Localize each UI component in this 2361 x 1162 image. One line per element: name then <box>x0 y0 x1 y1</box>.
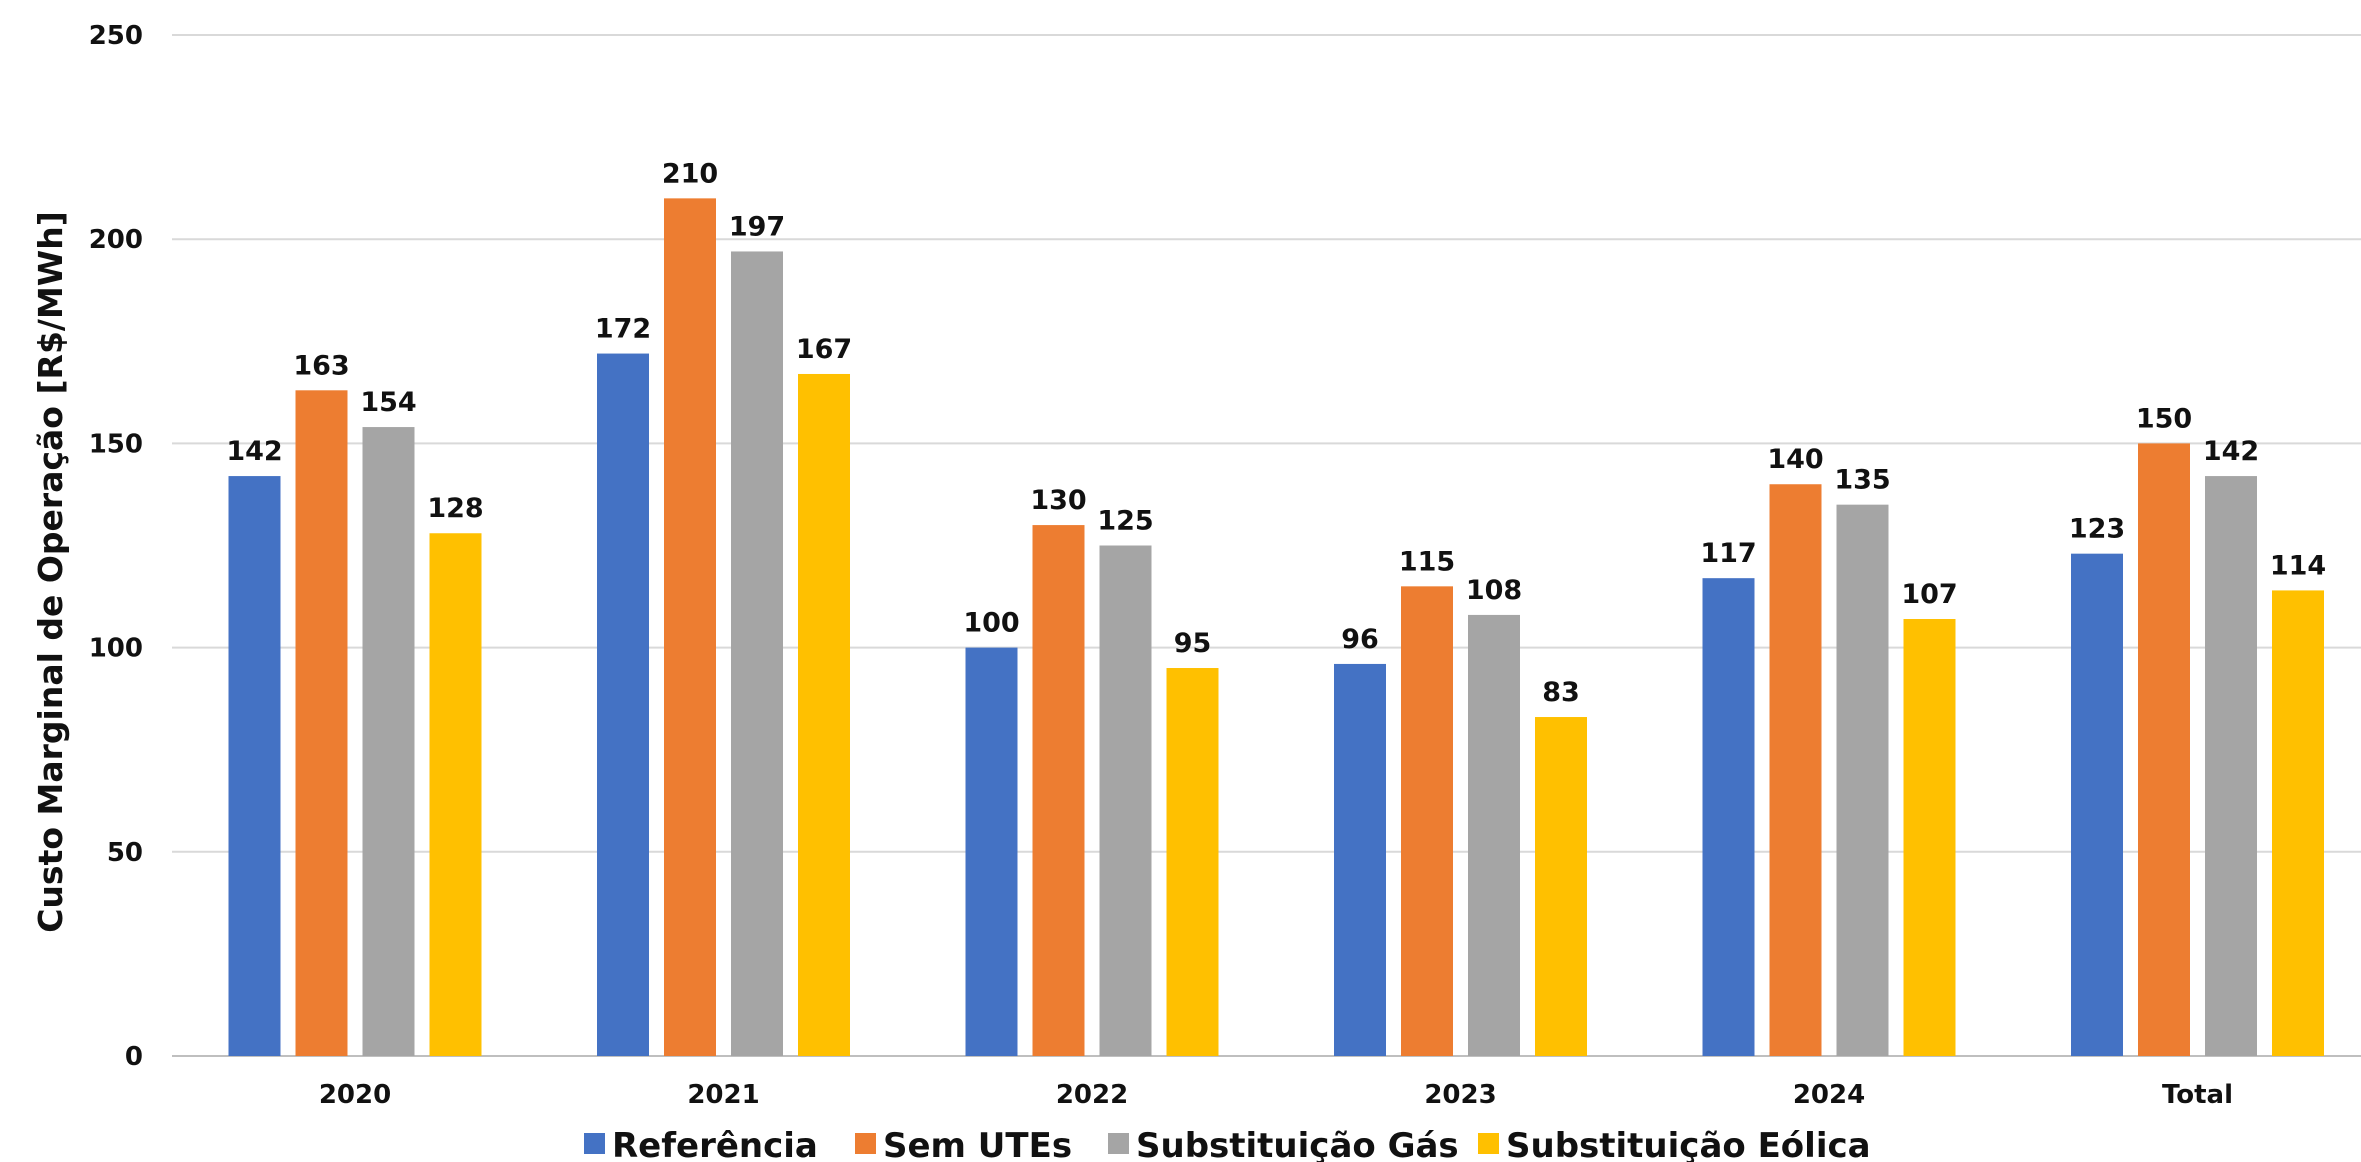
x-category-label: 2021 <box>687 1080 759 1110</box>
legend-swatch <box>1108 1133 1129 1154</box>
data-label: 83 <box>1542 677 1580 708</box>
data-label: 108 <box>1466 575 1522 606</box>
legend-entry: Substituição Eólica <box>1506 1126 1871 1162</box>
x-category-label: 2024 <box>1793 1080 1865 1110</box>
bar <box>1903 619 1956 1056</box>
data-label: 167 <box>796 334 852 365</box>
data-label: 210 <box>662 158 718 189</box>
bar <box>2205 476 2257 1056</box>
bar <box>1334 663 1386 1056</box>
data-label: 172 <box>595 314 651 345</box>
x-category-label: 2023 <box>1424 1080 1496 1110</box>
legend-swatch <box>1478 1133 1499 1154</box>
data-label: 163 <box>293 350 349 381</box>
data-label: 128 <box>427 493 483 524</box>
data-label: 96 <box>1341 624 1379 655</box>
bar <box>2138 443 2190 1056</box>
bar <box>2071 553 2123 1056</box>
y-tick-label: 0 <box>125 1042 143 1072</box>
data-label: 197 <box>729 211 785 242</box>
bar <box>1468 614 1520 1056</box>
bar <box>731 251 783 1056</box>
data-label: 107 <box>1901 579 1957 610</box>
legend-entry: Substituição Gás <box>1136 1126 1459 1162</box>
legend-swatch <box>855 1133 876 1154</box>
bar <box>1099 545 1152 1056</box>
bar <box>597 353 649 1056</box>
data-label: 135 <box>1834 465 1890 496</box>
bar <box>798 373 850 1056</box>
legend-entry: Sem UTEs <box>883 1126 1072 1162</box>
y-tick-label: 250 <box>89 21 143 51</box>
bars <box>228 198 2324 1057</box>
x-category-label: Total <box>2162 1080 2233 1110</box>
gridlines <box>172 34 2361 1057</box>
data-label: 140 <box>1767 444 1823 475</box>
data-label: 95 <box>1174 628 1212 659</box>
y-axis-ticks: 0 50 100 150 200 250 <box>89 21 143 1072</box>
legend-entry: Referência <box>612 1126 818 1162</box>
bar <box>1032 525 1085 1056</box>
data-label: 154 <box>360 387 416 418</box>
data-label: 150 <box>2136 403 2192 434</box>
data-label: 123 <box>2069 514 2125 545</box>
data-label: 130 <box>1030 485 1086 516</box>
bar <box>362 427 415 1057</box>
y-tick-label: 150 <box>89 429 143 459</box>
legend-swatch <box>584 1133 605 1154</box>
bar <box>429 533 482 1056</box>
bar <box>2272 590 2324 1056</box>
legend: Referência Sem UTEs Substituição Gás Substi… <box>584 1126 1871 1162</box>
bar <box>295 390 348 1057</box>
data-label: 117 <box>1700 538 1756 569</box>
y-tick-label: 100 <box>89 634 143 664</box>
data-label: 115 <box>1399 546 1455 577</box>
bar <box>664 198 716 1057</box>
data-label: 100 <box>963 608 1019 639</box>
bar <box>965 647 1018 1056</box>
bar <box>1166 668 1219 1056</box>
x-category-label: 2022 <box>1056 1080 1128 1110</box>
y-axis-title: Custo Marginal de Operação [R$/MWh] <box>31 211 70 933</box>
y-tick-label: 200 <box>89 225 143 255</box>
data-label: 142 <box>2203 436 2259 467</box>
bar <box>1535 717 1587 1056</box>
bar <box>1702 578 1755 1056</box>
bar <box>1836 504 1889 1056</box>
bar <box>1401 586 1453 1056</box>
bar <box>228 476 281 1056</box>
data-label: 125 <box>1097 506 1153 537</box>
x-category-label: 2020 <box>319 1080 391 1110</box>
data-labels: 142 163 154 128 172 210 197 167 100 130 125 95 96 115… <box>226 158 2326 708</box>
data-label: 142 <box>226 436 282 467</box>
data-label: 114 <box>2270 550 2326 581</box>
y-tick-label: 50 <box>107 838 143 868</box>
bar <box>1769 484 1822 1056</box>
x-axis-categories: 2020 2021 2022 2023 2024 Total <box>319 1080 2233 1110</box>
